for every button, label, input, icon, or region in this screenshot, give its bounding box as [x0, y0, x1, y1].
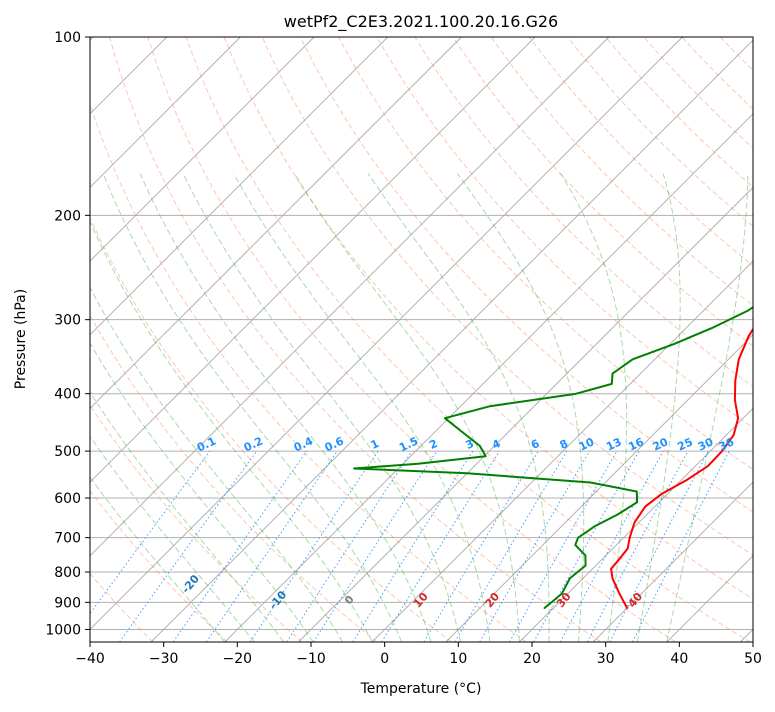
- dry-adiabat-line: [377, 37, 775, 642]
- y-tick-label: 600: [54, 491, 81, 507]
- dry-adiabat-line: [529, 37, 775, 642]
- dry-adiabat-line: [491, 37, 775, 642]
- mixing-ratio-label: 3: [464, 437, 476, 452]
- plot-frame: [90, 37, 753, 642]
- dry-adiabat-label: 10: [411, 590, 431, 610]
- y-axis-label: Pressure (hPa): [13, 289, 29, 389]
- x-tick-label: 0: [380, 651, 389, 667]
- dry-adiabat-line: [300, 37, 775, 642]
- y-tick-label: 100: [54, 30, 81, 46]
- gridlines: [90, 37, 753, 629]
- dry-adiabat-line: [758, 37, 775, 642]
- x-tick-label: −30: [149, 651, 179, 667]
- mixing-ratio-label: 8: [558, 437, 570, 452]
- isotherm-line: [0, 37, 461, 642]
- dry-adiabat-line: [339, 37, 775, 642]
- isotherm-line: [740, 37, 775, 642]
- x-axis-label: Temperature (°C): [360, 681, 482, 697]
- x-tick-label: 20: [523, 651, 541, 667]
- dry-adiabat-line: [644, 37, 775, 642]
- dry-adiabat-line: [415, 37, 775, 642]
- y-tick-label: 700: [54, 531, 81, 547]
- x-tick-label: 40: [670, 651, 688, 667]
- mixing-ratio-label: 1: [369, 437, 381, 452]
- dry-adiabat-line: [453, 37, 775, 642]
- dry-adiabat-line: [0, 37, 377, 642]
- y-tick-label: 500: [54, 444, 81, 460]
- isotherm-line: [151, 37, 756, 642]
- y-tick-label: 300: [54, 313, 81, 329]
- isotherm-line: [0, 37, 388, 642]
- x-tick-label: −20: [223, 651, 253, 667]
- isotherm-line: [4, 37, 609, 642]
- x-tick-label: −10: [296, 651, 326, 667]
- dry-adiabat-label: 30: [554, 590, 574, 610]
- y-tick-label: 800: [54, 565, 81, 581]
- mixing-ratio-line: [206, 451, 337, 642]
- dry-adiabat-line: [606, 37, 775, 642]
- dry-adiabat-line: [0, 37, 227, 642]
- x-tick-label: 50: [744, 651, 762, 667]
- y-tick-label: 900: [54, 595, 81, 611]
- x-tick-label: −40: [75, 651, 105, 667]
- y-tick-label: 1000: [45, 622, 81, 638]
- mixing-ratio-label: 2: [427, 437, 439, 452]
- chart-title: wetPf2_C2E3.2021.100.20.16.G26: [284, 12, 558, 32]
- isotherm-line: [225, 37, 775, 642]
- isotherm-line: [0, 37, 535, 642]
- mixing-ratio-line: [353, 451, 473, 642]
- isotherm-line: [0, 37, 240, 642]
- x-tick-label: 30: [597, 651, 615, 667]
- dry-adiabat-line: [0, 37, 78, 642]
- dry-adiabat-line: [0, 37, 3, 642]
- background-lines: [0, 37, 775, 642]
- mixing-ratio-line: [314, 451, 437, 642]
- dry-adiabat-line: [0, 37, 302, 642]
- dry-adiabat-label: -10: [267, 588, 290, 612]
- profile-line: [611, 37, 775, 608]
- isotherm-line: [77, 37, 682, 642]
- dry-adiabat-label: 0: [342, 593, 357, 607]
- x-tick-label: 10: [449, 651, 467, 667]
- mixing-ratio-line: [424, 451, 538, 642]
- y-tick-label: 200: [54, 208, 81, 224]
- y-tick-label: 400: [54, 387, 81, 403]
- dry-adiabat-line: [682, 37, 775, 642]
- isotherm-line: [372, 37, 775, 642]
